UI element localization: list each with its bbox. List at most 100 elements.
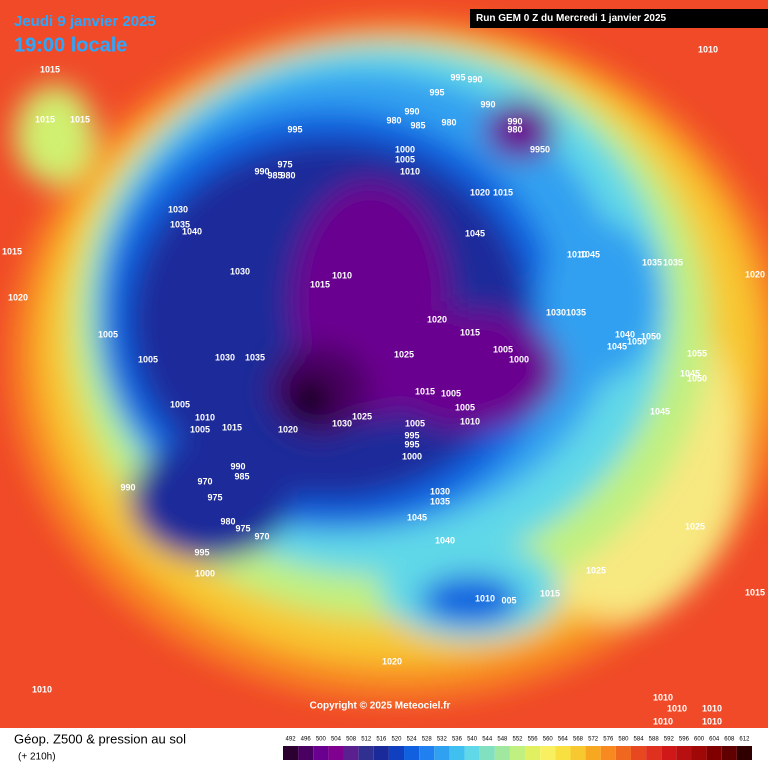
- pressure-label: 995: [404, 439, 419, 449]
- scale-swatch: [525, 746, 541, 760]
- time-label: 19:00 locale: [14, 34, 127, 56]
- z500-field: [10, 20, 768, 700]
- scale-label: 556: [528, 737, 539, 743]
- pressure-label: 980: [386, 115, 401, 125]
- scale-swatch: [721, 746, 737, 760]
- pressure-label: 1045: [580, 249, 600, 259]
- pressure-label: 1030: [168, 204, 188, 214]
- pressure-label: 1010: [698, 44, 718, 54]
- pressure-label: 9950: [530, 144, 550, 154]
- pressure-label: 1005: [98, 329, 118, 339]
- pressure-label: 1010: [702, 703, 722, 713]
- pressure-label: 995: [404, 430, 419, 440]
- scale-label: 548: [497, 737, 508, 743]
- pressure-label: 990: [507, 116, 522, 126]
- date-label: Jeudi 9 janvier 2025: [14, 13, 156, 30]
- scale-swatch: [404, 746, 420, 760]
- pressure-label: 1005: [170, 399, 190, 409]
- pressure-label: 970: [254, 531, 269, 541]
- pressure-label: 1020: [8, 292, 28, 302]
- scale-label: 584: [634, 737, 645, 743]
- pressure-label: 1040: [182, 226, 202, 236]
- pressure-label: 1030: [332, 418, 352, 428]
- scale-swatch: [600, 746, 616, 760]
- pressure-label: 1025: [352, 411, 372, 421]
- scale-swatch: [630, 746, 647, 760]
- pressure-label: 1035: [663, 257, 683, 267]
- pressure-label: 1035: [170, 219, 190, 229]
- scale-label: 540: [467, 737, 478, 743]
- scale-label: 564: [558, 737, 569, 743]
- pressure-label: 1035: [642, 257, 662, 267]
- scale-swatch: [706, 746, 722, 760]
- pressure-label: 1035: [430, 496, 450, 506]
- scale-label: 552: [512, 737, 523, 743]
- pressure-label: 1015: [310, 279, 330, 289]
- pressure-label: 1020: [470, 187, 490, 197]
- pressure-label: 1015: [460, 327, 480, 337]
- scale-swatch: [676, 746, 692, 760]
- pressure-label: 1010: [332, 270, 352, 280]
- pressure-label: 1010: [567, 249, 587, 259]
- pressure-label: 1025: [394, 349, 414, 359]
- scale-label: 588: [649, 737, 660, 743]
- scale-swatch: [283, 746, 299, 760]
- scale-label: 580: [618, 737, 629, 743]
- pressure-label: 980: [441, 117, 456, 127]
- pressure-label: 1000: [195, 568, 215, 578]
- scale-swatch: [328, 746, 344, 760]
- pressure-label: 1045: [407, 512, 427, 522]
- pressure-label: 1015: [222, 422, 242, 432]
- pressure-label: 1010: [475, 593, 495, 603]
- pressure-label: 1045: [650, 406, 670, 416]
- pressure-label: 1040: [435, 535, 455, 545]
- scale-swatch: [570, 746, 586, 760]
- scale-swatch: [736, 746, 752, 760]
- pressure-label: 1025: [685, 521, 705, 531]
- scale-swatch: [419, 746, 435, 760]
- pressure-label: 1010: [460, 416, 480, 426]
- scale-label: 524: [407, 737, 418, 743]
- pressure-label: 1050: [641, 331, 661, 341]
- pressure-label: 1030: [546, 307, 566, 317]
- pressure-label: 1010: [32, 684, 52, 694]
- scale-label: 516: [376, 737, 387, 743]
- pressure-label: 1005: [190, 424, 210, 434]
- scale-label: 576: [603, 737, 614, 743]
- pressure-label: 1045: [607, 341, 627, 351]
- scale-swatch: [646, 746, 662, 760]
- pressure-label: 1045: [465, 228, 485, 238]
- pressure-label: 1050: [687, 373, 707, 383]
- pressure-label: 990: [120, 482, 135, 492]
- scale-label: 508: [346, 737, 357, 743]
- pressure-label: 970: [197, 476, 212, 486]
- scale-label: 520: [391, 737, 402, 743]
- pressure-label: 980: [280, 170, 295, 180]
- pressure-label: 005: [501, 595, 516, 605]
- pressure-label: 1015: [745, 587, 765, 597]
- pressure-label: 1010: [400, 166, 420, 176]
- scale-label: 528: [422, 737, 433, 743]
- pressure-label: 995: [287, 124, 302, 134]
- pressure-label: 1015: [540, 588, 560, 598]
- pressure-label: 1030: [430, 486, 450, 496]
- pressure-label: 1025: [586, 565, 606, 575]
- scale-swatch: [464, 746, 480, 760]
- run-banner: [470, 9, 768, 28]
- scale-swatch: [540, 746, 556, 760]
- scale-swatch: [343, 746, 359, 760]
- scale-swatch: [555, 746, 571, 760]
- scale-label: 512: [361, 737, 372, 743]
- pressure-label: 1040: [615, 329, 635, 339]
- scale-swatch: [388, 746, 405, 760]
- scale-label: 612: [739, 737, 750, 743]
- scale-swatch: [358, 746, 374, 760]
- pressure-label: 1010: [702, 716, 722, 726]
- pressure-label: 1045: [680, 368, 700, 378]
- pressure-label: 1020: [427, 314, 447, 324]
- pressure-label: 1010: [653, 692, 673, 702]
- pressure-label: 1030: [230, 266, 250, 276]
- pressure-label: 990: [230, 461, 245, 471]
- scale-swatch: [494, 746, 510, 760]
